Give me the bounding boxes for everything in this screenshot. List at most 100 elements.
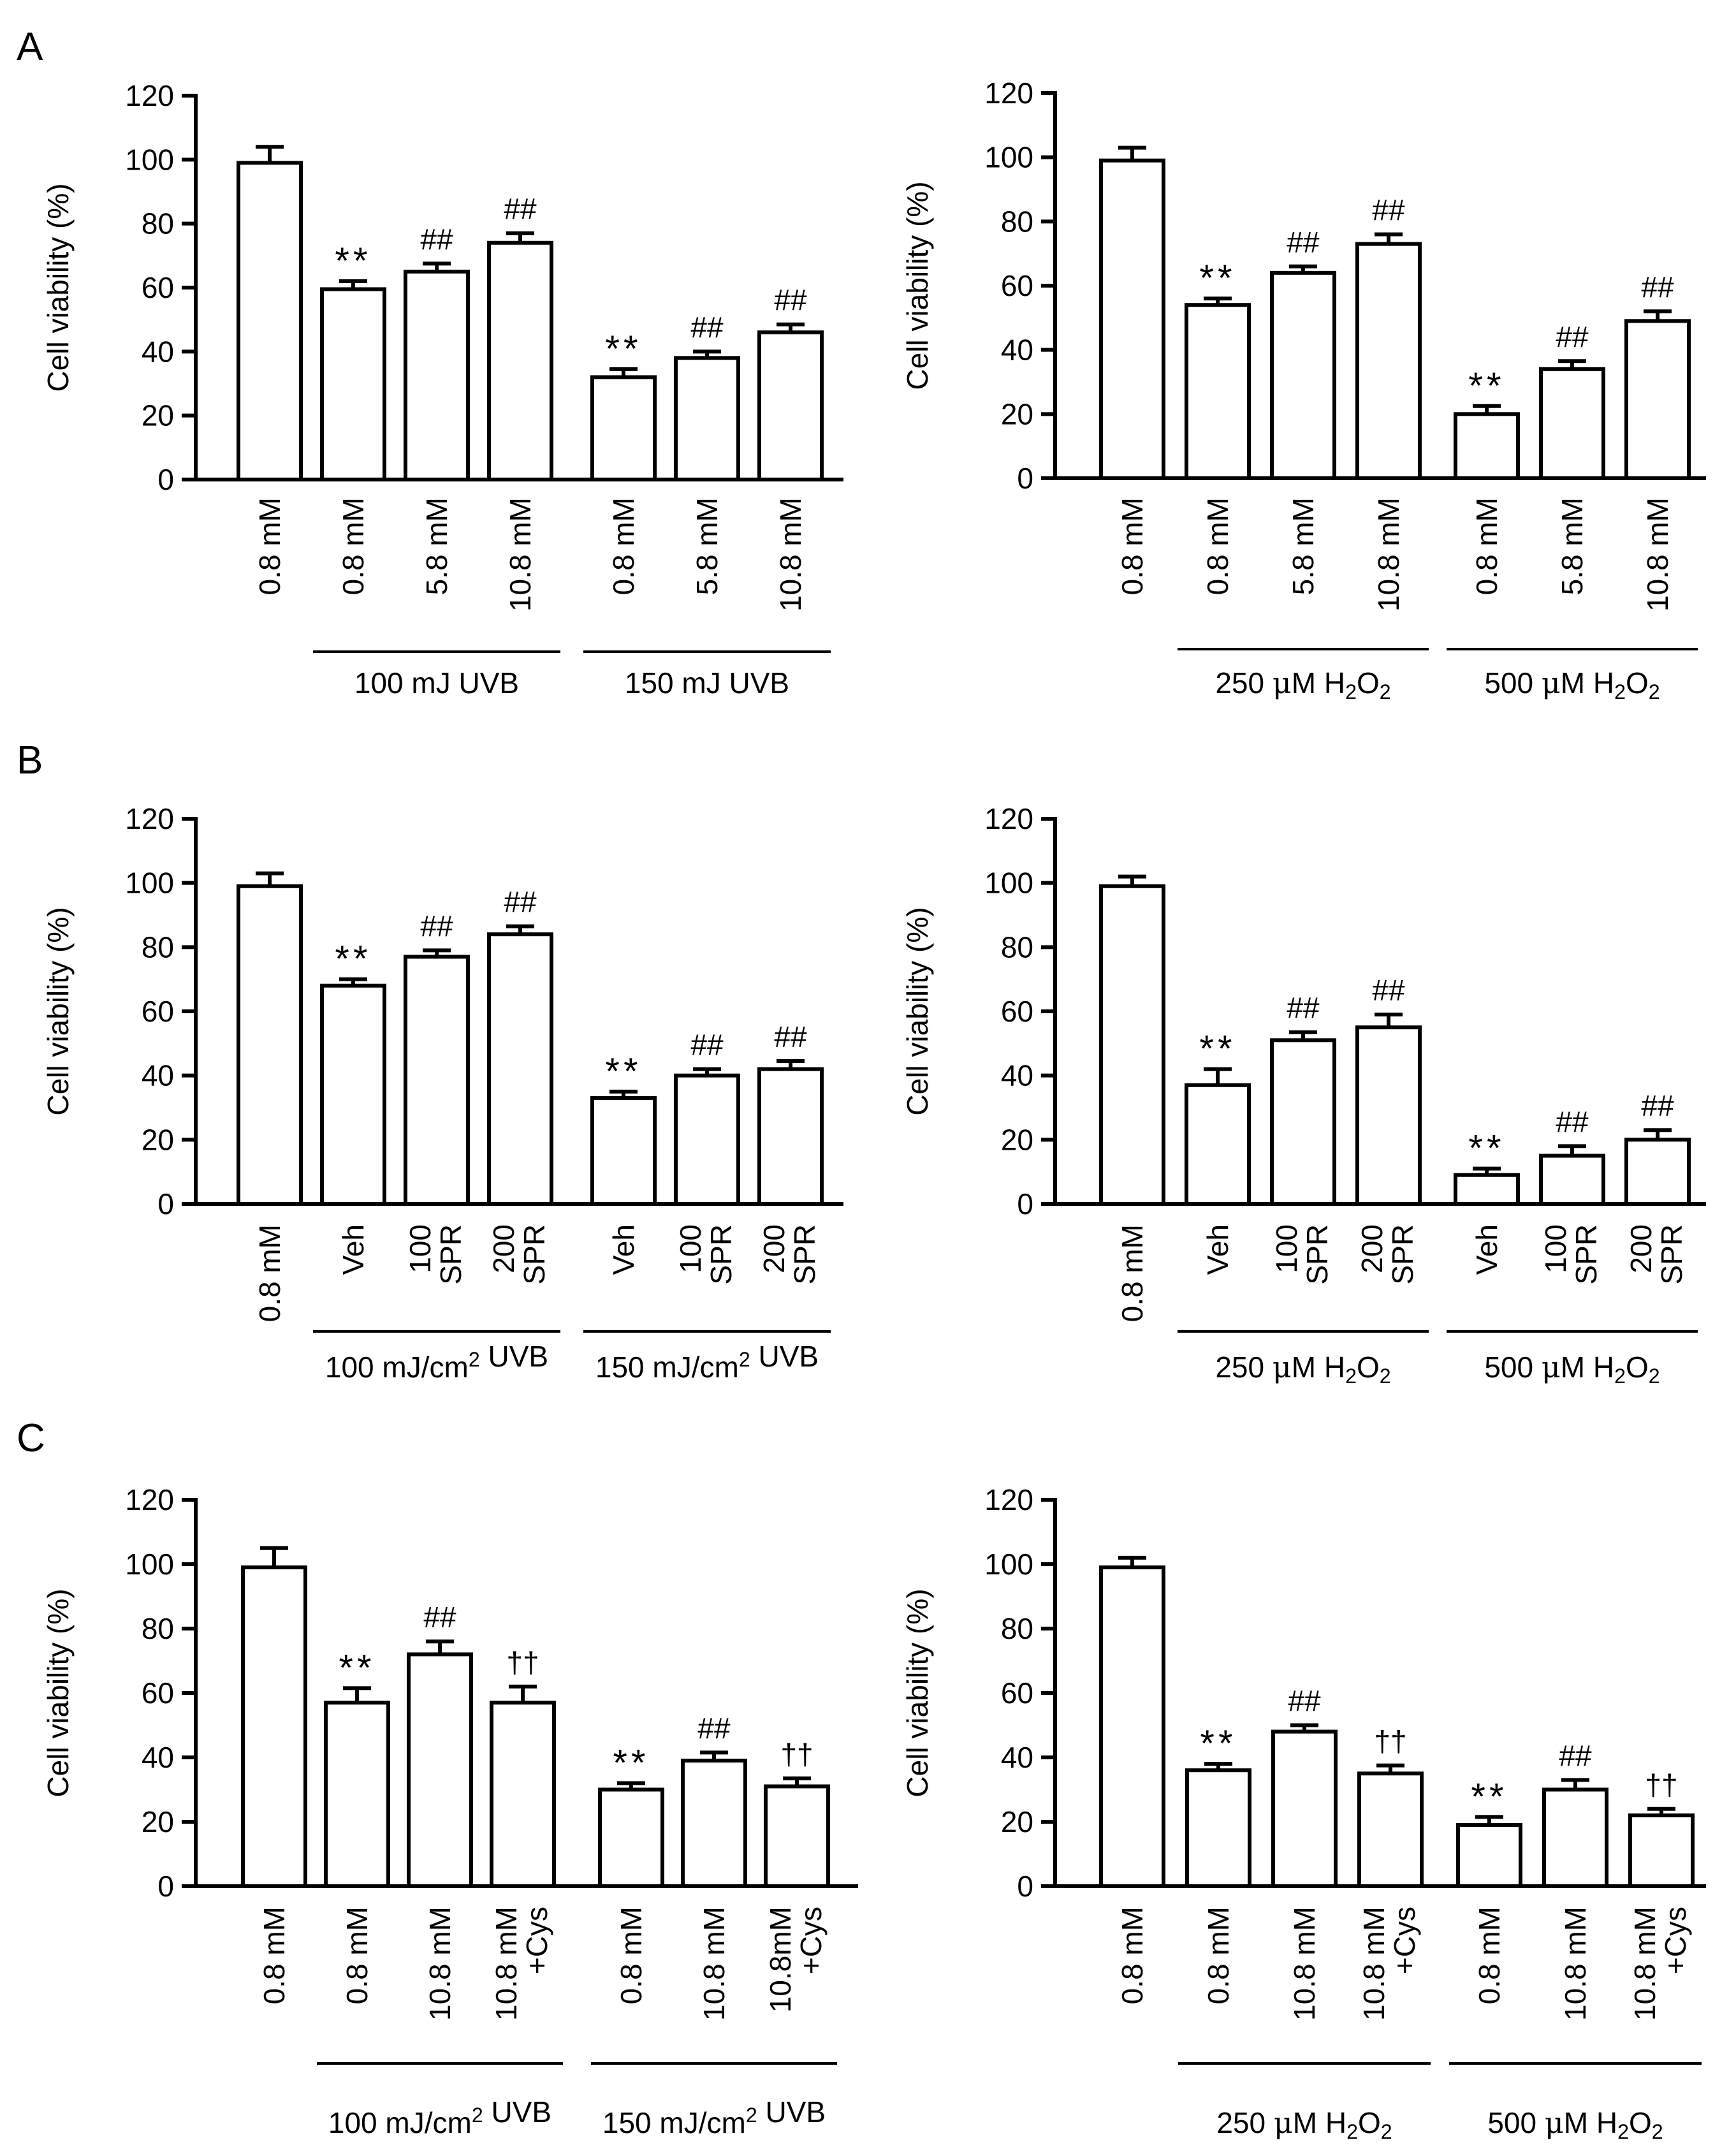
- chart-b-left: 0 20 40 60 80 100 120 Cell viability (%) 0.8 mM *…: [41, 802, 843, 1384]
- y-axis-title: Cell viability (%): [41, 1588, 75, 1797]
- category-label: 10.8 mM: [1372, 497, 1405, 612]
- category-label: 5.8 mM: [1556, 497, 1589, 595]
- significance-mark: ##: [420, 223, 453, 256]
- significance-mark: ##: [504, 193, 537, 226]
- bar: [674, 356, 740, 481]
- y-tick-label: 100: [984, 141, 1033, 174]
- category-label: 0.8 mM: [1116, 1907, 1149, 2004]
- category-label: 5.8 mM: [420, 497, 453, 595]
- category-label: 5.8 mM: [690, 497, 724, 595]
- y-tick-label: 80: [142, 1612, 174, 1645]
- significance-mark: **: [605, 328, 641, 370]
- y-tick-label: 80: [142, 930, 174, 964]
- significance-mark: ##: [774, 1020, 807, 1053]
- y-tick-label: 20: [1001, 397, 1033, 430]
- significance-mark: ##: [1287, 226, 1320, 259]
- y-tick-label: 20: [1001, 1805, 1033, 1838]
- category-label: 5.8 mM: [1287, 497, 1320, 595]
- significance-mark: ##: [1287, 992, 1320, 1025]
- bar: [757, 1067, 824, 1206]
- category-label: 10.8 mM+Cys: [1357, 1907, 1421, 2021]
- significance-mark: **: [335, 240, 371, 282]
- bar: [1628, 1813, 1695, 1888]
- bar: [320, 287, 386, 481]
- y-axis-title: Cell viability (%): [41, 183, 75, 392]
- y-tick-label: 80: [1001, 930, 1033, 964]
- y-tick-label: 60: [142, 271, 174, 304]
- y-tick-label: 20: [142, 399, 174, 432]
- significance-mark: **: [613, 1742, 649, 1784]
- bar: [1624, 1138, 1691, 1206]
- y-tick-label: 120: [125, 802, 174, 835]
- y-tick-label: 0: [1017, 1870, 1033, 1903]
- category-label: Veh: [1201, 1224, 1234, 1275]
- y-tick-label: 0: [157, 1870, 174, 1903]
- category-label: 0.8 mM: [1473, 1907, 1506, 2004]
- bar: [764, 1784, 830, 1888]
- significance-mark: **: [605, 1051, 641, 1092]
- y-tick-label: 20: [1001, 1123, 1033, 1156]
- significance-mark: ##: [1556, 1105, 1589, 1138]
- y-tick-label: 40: [1001, 1059, 1033, 1092]
- bar: [590, 1095, 657, 1206]
- y-tick-label: 100: [125, 1548, 174, 1581]
- significance-mark: ##: [420, 909, 453, 942]
- significance-mark: ##: [1556, 320, 1589, 353]
- category-label: 0.8 mM: [615, 1907, 648, 2004]
- y-tick-label: 80: [1001, 205, 1033, 238]
- bar: [237, 161, 303, 481]
- bar: [757, 330, 824, 481]
- group-label: 250 μM H2O2: [1216, 2106, 1392, 2143]
- significance-mark: ##: [504, 886, 537, 919]
- category-label: 10.8 mM: [504, 497, 537, 612]
- bar: [320, 983, 386, 1206]
- bar: [1539, 367, 1605, 480]
- y-tick-label: 80: [142, 207, 174, 240]
- significance-mark: **: [339, 1647, 375, 1689]
- group-label: 100 mJ UVB: [354, 666, 519, 700]
- y-tick-label: 60: [1001, 1676, 1033, 1710]
- group-label: 500 μM H2O2: [1487, 2106, 1663, 2143]
- category-label: 10.8 mM: [1641, 497, 1674, 612]
- significance-mark: ##: [690, 1029, 724, 1062]
- category-label: 200SPR: [1355, 1224, 1419, 1285]
- category-label: 0.8 mM: [1116, 1224, 1149, 1322]
- bar: [1355, 1025, 1422, 1206]
- category-label: Veh: [607, 1224, 640, 1275]
- category-label: 0.8 mM: [258, 1907, 291, 2004]
- category-label: 0.8 mM: [1202, 1907, 1235, 2004]
- y-tick-label: 40: [1001, 333, 1033, 367]
- category-label: Veh: [337, 1224, 370, 1275]
- significance-mark: **: [1200, 1723, 1236, 1764]
- significance-mark: **: [1471, 1776, 1507, 1817]
- bar: [1185, 1083, 1251, 1206]
- chart-b-right: 0 20 40 60 80 100 120 Cell viability (%) 0.8 mM *…: [901, 802, 1706, 1388]
- category-label: 10.8 mM: [423, 1907, 456, 2021]
- y-tick-label: 40: [142, 335, 174, 368]
- bar: [237, 884, 303, 1206]
- group-label: 500 μM H2O2: [1484, 1350, 1659, 1388]
- significance-mark: ##: [1641, 270, 1674, 304]
- significance-mark: **: [335, 939, 371, 980]
- significance-mark: **: [1468, 365, 1505, 407]
- bar: [1355, 242, 1422, 480]
- y-tick-label: 120: [125, 79, 174, 112]
- bar: [404, 955, 470, 1206]
- y-tick-label: 0: [157, 463, 174, 496]
- y-axis-title: Cell viability (%): [901, 181, 934, 390]
- y-tick-label: 120: [984, 1483, 1033, 1516]
- significance-mark: **: [1199, 1029, 1236, 1070]
- bar: [1099, 1565, 1165, 1889]
- bar: [1099, 158, 1165, 480]
- group-label: 150 mJ/cm2 UVB: [595, 1340, 819, 1384]
- y-tick-label: 0: [1017, 462, 1033, 495]
- y-tick-label: 40: [142, 1741, 174, 1774]
- group-label: 150 mJ/cm2 UVB: [602, 2095, 826, 2139]
- category-label: 10.8mM+Cys: [764, 1907, 828, 2012]
- category-label: 10.8 mM: [1559, 1907, 1592, 2021]
- y-tick-label: 20: [142, 1123, 174, 1156]
- bar: [1454, 1173, 1520, 1206]
- significance-mark: ##: [1372, 193, 1405, 226]
- chart-a-right: 0 20 40 60 80 100 120 Cell viability (%) 0.8 mM *…: [901, 77, 1706, 703]
- y-tick-label: 120: [984, 77, 1033, 110]
